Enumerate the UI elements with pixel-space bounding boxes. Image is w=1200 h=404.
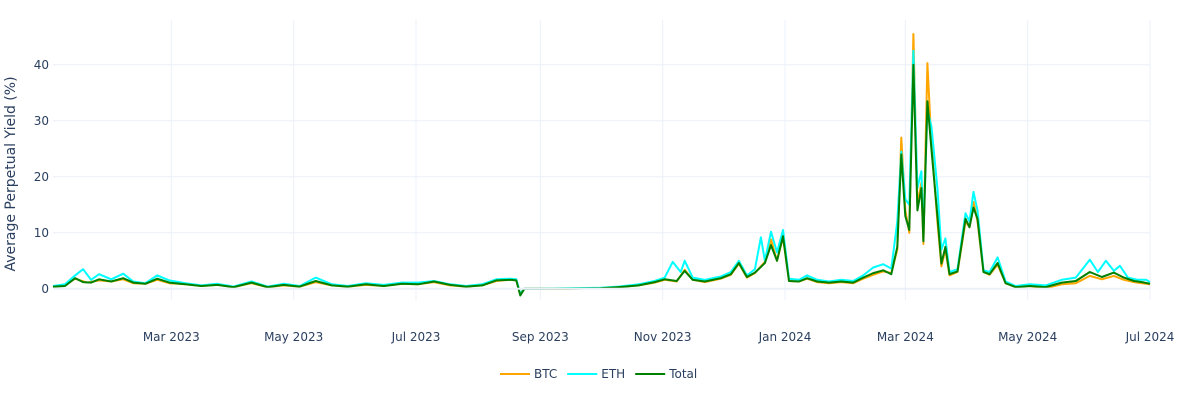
x-tick-label: Jul 2023 [391, 330, 441, 344]
x-tick-label: May 2023 [264, 330, 323, 344]
series-line-btc [52, 33, 1151, 295]
x-tick-label: Mar 2023 [143, 330, 200, 344]
axis-layer: Mar 2023 May 2023 Jul 2023 Sep 2023 Nov 2023… [34, 58, 1175, 344]
x-tick-label: Sep 2023 [512, 330, 569, 344]
x-tick-label: May 2024 [998, 330, 1057, 344]
x-tick-label: Jan 2024 [758, 330, 812, 344]
y-axis-title: Average Perpetual Yield (%) [3, 76, 19, 271]
grid-layer [53, 20, 1151, 300]
legend-label: ETH [601, 367, 625, 381]
legend-item-eth[interactable]: ETH [567, 367, 625, 381]
x-tick-label: Jul 2024 [1125, 330, 1175, 344]
x-tick-label: Nov 2023 [634, 330, 692, 344]
y-tick-label: 30 [34, 114, 49, 128]
legend: BTC ETH Total [500, 367, 697, 381]
y-tick-label: 40 [34, 58, 49, 72]
y-tick-label: 20 [34, 170, 49, 184]
series-line-eth [52, 49, 1151, 295]
legend-label: BTC [534, 367, 557, 381]
legend-item-btc[interactable]: BTC [500, 367, 557, 381]
legend-item-total[interactable]: Total [635, 367, 697, 381]
series-line-total [52, 63, 1151, 297]
legend-label: Total [668, 367, 697, 381]
series-layer [52, 33, 1151, 297]
y-tick-label: 0 [41, 282, 49, 296]
y-tick-label: 10 [34, 226, 49, 240]
x-tick-label: Mar 2024 [877, 330, 934, 344]
